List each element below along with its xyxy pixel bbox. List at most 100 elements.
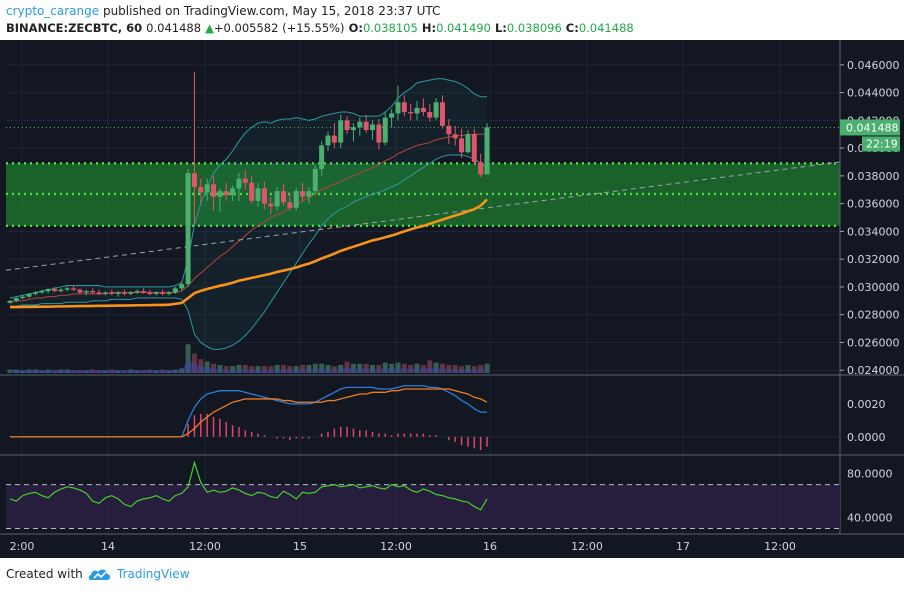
volume-bar	[401, 363, 407, 373]
published-info: published on TradingView.com, May 15, 20…	[99, 4, 441, 18]
candle-body	[96, 292, 102, 294]
volume-bar	[287, 366, 293, 373]
chart-footer: Created with TradingView	[0, 558, 904, 592]
price-axis-label: 0.044000	[847, 87, 900, 100]
rsi-line	[9, 460, 488, 511]
candle-body	[109, 292, 115, 294]
candle-body	[121, 292, 127, 294]
candle-body	[439, 102, 445, 126]
price-axis-label: 0.032000	[847, 253, 900, 266]
candle-body	[39, 291, 45, 293]
volume-bar	[204, 361, 210, 373]
candle-body	[363, 121, 369, 131]
volume-bar	[300, 364, 306, 373]
candle-body	[185, 173, 191, 285]
volume-bar	[459, 366, 465, 373]
candle-body	[71, 288, 77, 290]
candle-body	[223, 191, 229, 196]
volume-bar	[223, 366, 229, 373]
volume-bar	[389, 363, 395, 373]
volume-bar	[363, 363, 369, 373]
candle-body	[45, 289, 51, 292]
candle-body	[414, 107, 420, 114]
volume-bar	[306, 364, 312, 373]
high-label: H:	[421, 21, 437, 35]
time-axis-label: 16	[483, 540, 497, 553]
candle-body	[230, 188, 236, 196]
candle-body	[134, 291, 140, 293]
volume-bar	[465, 364, 471, 373]
candle-body	[274, 191, 280, 207]
candle-body	[389, 113, 395, 118]
time-axis-label: 12:00	[189, 540, 221, 553]
rsi-band	[6, 484, 840, 529]
volume-bar	[249, 366, 255, 373]
macd-axis-label: 0.0020	[847, 398, 886, 411]
price-axis-label: 0.036000	[847, 198, 900, 211]
volume-bar	[439, 363, 445, 373]
volume-bar	[274, 364, 280, 373]
candle-body	[268, 203, 274, 207]
rsi-axis-label: 80.0000	[847, 468, 893, 481]
candle-body	[77, 289, 83, 293]
volume-bar	[211, 363, 217, 373]
volume-bar	[471, 366, 477, 373]
candle-body	[408, 112, 414, 114]
candle-body	[312, 168, 318, 192]
candle-body	[64, 288, 70, 290]
volume-bar	[395, 362, 401, 373]
candle-body	[255, 188, 261, 201]
volume-bar	[280, 364, 286, 373]
volume-bar	[484, 363, 490, 373]
candle-body	[198, 186, 204, 193]
candle-body	[32, 292, 38, 294]
volume-bar	[268, 366, 274, 373]
volume-average-area	[10, 359, 487, 373]
tradingview-link[interactable]: TradingView	[117, 567, 190, 581]
close-label: C:	[565, 21, 579, 35]
candle-body	[179, 284, 185, 289]
candle-body	[83, 291, 89, 293]
volume-bar	[255, 366, 261, 373]
candle-body	[166, 292, 172, 294]
created-with-label: Created with	[6, 567, 83, 581]
moving-average-line	[10, 198, 488, 309]
volume-bar	[198, 359, 204, 373]
volume-bar	[312, 363, 318, 373]
candle-body	[350, 127, 356, 131]
time-axis-label: 12:00	[764, 540, 796, 553]
volume-bar	[293, 366, 299, 373]
candle-body	[344, 120, 350, 131]
change-arrow-icon: ▲	[205, 21, 214, 35]
candle-body	[236, 178, 242, 189]
candle-body	[128, 292, 134, 294]
publication-line: crypto_carange published on TradingView.…	[6, 4, 440, 18]
chart-header: crypto_carange published on TradingView.…	[0, 0, 904, 40]
candle-body	[382, 117, 388, 143]
countdown-label: 22:19	[866, 137, 898, 150]
candle-body	[401, 102, 407, 113]
price-chart[interactable]: 0.0460000.0440000.0420000.0400000.038000…	[0, 40, 904, 558]
candle-body	[325, 135, 331, 146]
low-value: 0.038096	[506, 21, 562, 35]
candle-body	[191, 173, 197, 187]
last-price: 0.041488	[146, 21, 202, 35]
bollinger-upper-line	[9, 78, 487, 299]
volume-bar	[344, 361, 350, 373]
candle-body	[217, 191, 223, 197]
candle-body	[452, 134, 458, 139]
bollinger-basis-line	[9, 133, 487, 303]
chart-background	[0, 40, 904, 558]
volume-bar	[261, 366, 267, 373]
high-value: 0.041490	[436, 21, 491, 35]
open-value: 0.038105	[362, 21, 418, 35]
candle-body	[172, 288, 178, 293]
tradingview-logo-icon	[88, 569, 110, 580]
candle-body	[115, 292, 121, 294]
author-link[interactable]: crypto_carange	[6, 4, 100, 18]
price-axis-label: 0.030000	[847, 281, 900, 294]
countdown-tag	[862, 136, 900, 152]
time-axis-label: 12:00	[571, 540, 603, 553]
candle-body	[338, 120, 344, 143]
volume-bar	[236, 364, 242, 373]
